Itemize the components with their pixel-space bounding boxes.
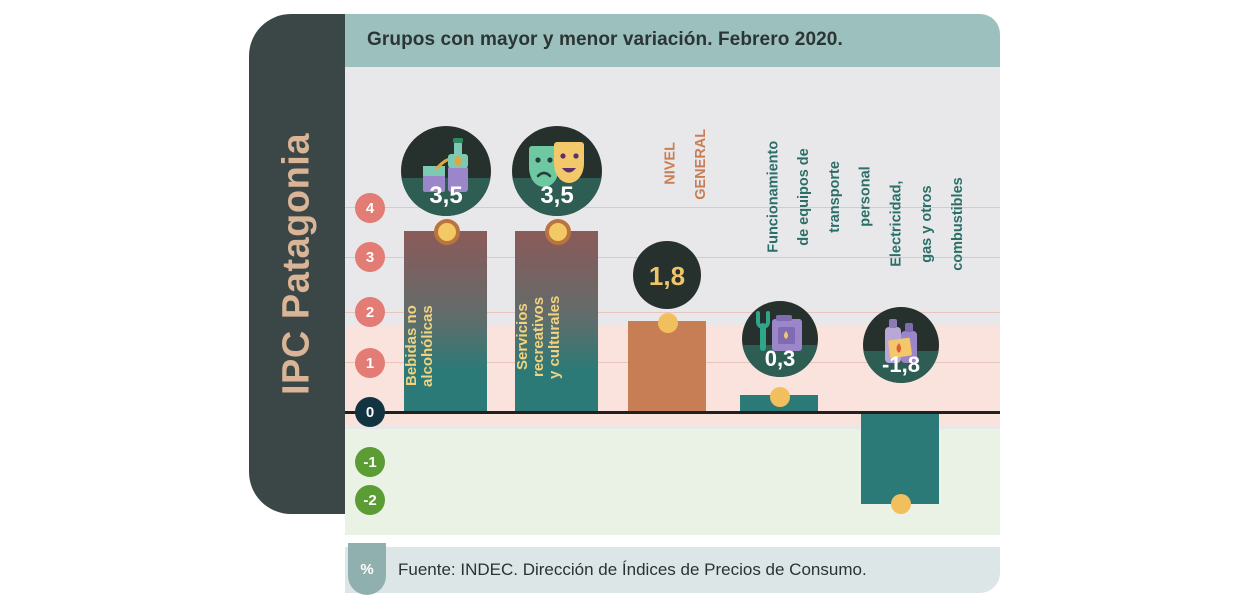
group-value-servicios: 3,5 <box>540 182 574 209</box>
group-circle-bebidas: 3,5 <box>401 126 491 216</box>
plot-area: Bebidas no alcohólicas Servicios recreat… <box>345 67 1000 535</box>
theater-masks-icon <box>529 142 584 187</box>
category-label-nivel-general: NIVEL GENERAL <box>648 125 725 235</box>
axis-tick-0: 0 <box>355 397 385 427</box>
axis-tick-3: 3 <box>355 242 385 272</box>
group-value-bebidas: 3,5 <box>429 182 463 209</box>
axis-tick-2: 2 <box>355 297 385 327</box>
bar-label-bebidas: Bebidas no alcohólicas <box>403 291 487 401</box>
percent-badge: % <box>348 543 386 595</box>
cathead-line2: de equipos de <box>796 148 813 246</box>
circle-ground <box>512 178 602 216</box>
gridline-2 <box>345 312 1000 313</box>
cathead-line2: GENERAL <box>693 128 710 200</box>
group-value-electricidad: -1,8 <box>882 352 920 377</box>
axis-tick-4: 4 <box>355 193 385 223</box>
coin-marker-transporte <box>770 387 790 407</box>
bar-bebidas: Bebidas no alcohólicas <box>403 231 487 411</box>
chart-card: Grupos con mayor y menor variación. Febr… <box>345 14 1000 595</box>
sidebar-rail: IPC Patagonia <box>249 14 345 514</box>
axis-tick-minus2: -2 <box>355 485 385 515</box>
axis-tick-minus1: -1 <box>355 447 385 477</box>
coin-marker-servicios <box>545 219 571 245</box>
circle-ground <box>401 178 491 216</box>
bar-label-servicios: Servicios recreativos y culturales <box>514 273 598 401</box>
cathead-line4: personal <box>857 166 874 228</box>
cathead-line1: Electricidad, <box>888 180 905 267</box>
cathead-line3: combustibles <box>949 177 966 271</box>
chart-footer: % Fuente: INDEC. Dirección de Índices de… <box>345 543 1000 595</box>
group-circle-transporte: 0,3 <box>742 301 818 377</box>
category-label-transporte: Funcionamiento de equipos de transporte … <box>751 125 889 301</box>
coin-marker-electricidad <box>891 494 911 514</box>
chart-header: Grupos con mayor y menor variación. Febr… <box>345 14 1000 67</box>
drinks-icon <box>423 138 468 192</box>
bar-label-line2: recreativos <box>530 296 548 378</box>
group-circle-electricidad: -1,8 <box>863 307 939 383</box>
gridline-4 <box>345 207 1000 208</box>
cathead-line2: gas y otros <box>919 185 936 263</box>
group-circle-servicios: 3,5 <box>512 126 602 216</box>
gas-bottle-icon <box>885 319 917 363</box>
source-text: Fuente: INDEC. Dirección de Índices de P… <box>398 560 867 579</box>
bar-nivel-general <box>628 321 706 411</box>
bar-label-line1: Servicios <box>514 303 531 371</box>
chart-title: Grupos con mayor y menor variación. Febr… <box>367 29 843 50</box>
coin-marker-bebidas <box>434 219 460 245</box>
cathead-line1: Funcionamiento <box>765 140 782 253</box>
group-value-nivel-general: 1,8 <box>648 261 686 291</box>
bar-label-line1: Bebidas no <box>403 305 420 387</box>
cathead-line3: transporte <box>826 161 843 233</box>
wrench-fuelcan-icon <box>756 311 802 351</box>
page-title: IPC Patagonia <box>275 133 318 395</box>
bar-electricidad <box>861 414 939 504</box>
group-circle-nivel-general: 1,8 <box>633 241 701 309</box>
coin-marker-nivel-general <box>658 313 678 333</box>
bar-servicios: Servicios recreativos y culturales <box>514 231 598 411</box>
axis-tick-1: 1 <box>355 348 385 378</box>
bar-label-line2: alcohólicas <box>419 305 437 387</box>
bar-label-line3: y culturales <box>546 295 564 379</box>
zero-line <box>345 411 1000 414</box>
category-label-electricidad: Electricidad, gas y otros combustibles <box>874 177 982 303</box>
group-value-transporte: 0,3 <box>764 346 796 371</box>
cathead-line1: NIVEL <box>662 142 679 186</box>
